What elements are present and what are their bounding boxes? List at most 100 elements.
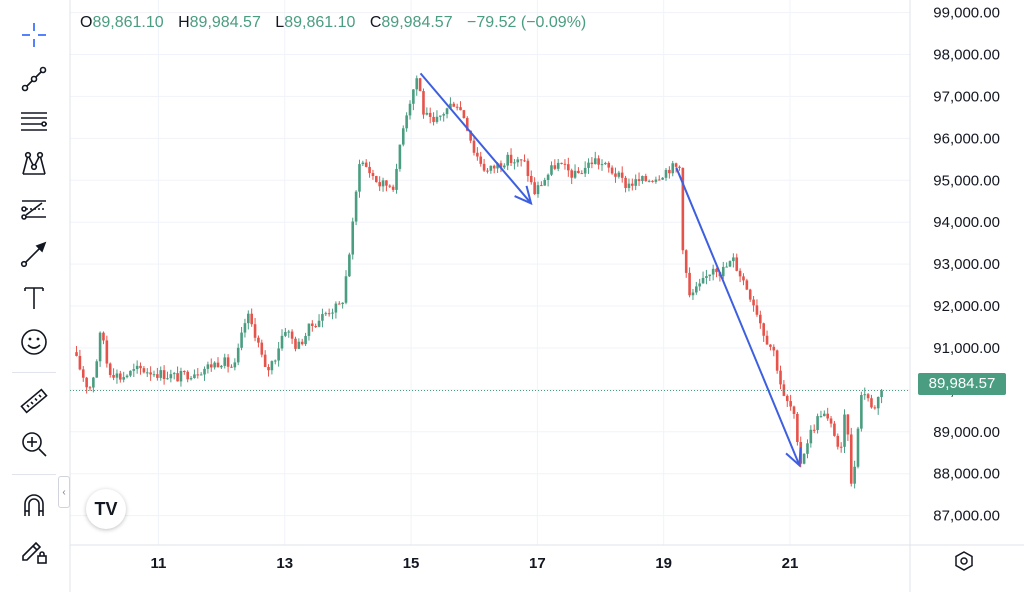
candle-body[interactable] (819, 416, 823, 418)
candle-body[interactable] (398, 144, 402, 169)
candle-body[interactable] (119, 373, 122, 380)
candle-body[interactable] (853, 466, 856, 484)
fib-icon[interactable] (14, 191, 54, 227)
candle-body[interactable] (327, 313, 331, 315)
candle-body[interactable] (715, 268, 718, 273)
candle-body[interactable] (273, 360, 277, 362)
candle-body[interactable] (880, 390, 883, 397)
candle-body[interactable] (287, 331, 291, 333)
candle-body[interactable] (725, 266, 728, 268)
settings-icon[interactable] (954, 551, 974, 571)
candle-body[interactable] (772, 346, 776, 351)
candle-body[interactable] (240, 332, 243, 348)
candle-body[interactable] (698, 283, 701, 287)
candle-body[interactable] (617, 172, 621, 177)
candle-body[interactable] (567, 164, 570, 171)
candle-body[interactable] (152, 374, 156, 376)
candle-body[interactable] (294, 338, 297, 349)
candle-body[interactable] (826, 413, 829, 419)
candle-body[interactable] (600, 164, 604, 166)
candle-body[interactable] (573, 170, 577, 178)
candle-body[interactable] (159, 370, 163, 378)
trend-arrow-line[interactable] (419, 72, 532, 204)
candle-body[interactable] (334, 303, 338, 313)
candle-body[interactable] (344, 276, 348, 303)
toolbar-collapse-button[interactable]: ‹ (58, 476, 70, 508)
candle-body[interactable] (297, 341, 301, 349)
candle-body[interactable] (435, 116, 439, 122)
candle-body[interactable] (455, 106, 459, 108)
candle-body[interactable] (701, 277, 705, 284)
candle-body[interactable] (199, 374, 203, 376)
candle-body[interactable] (597, 158, 600, 165)
candle-body[interactable] (614, 173, 617, 177)
candle-body[interactable] (519, 159, 523, 161)
candle-body[interactable] (408, 103, 412, 116)
candle-body[interactable] (125, 375, 129, 378)
candle-body[interactable] (823, 413, 826, 417)
candle-body[interactable] (88, 387, 92, 389)
candle-body[interactable] (341, 302, 344, 305)
candle-body[interactable] (115, 373, 119, 378)
candle-body[interactable] (129, 370, 132, 376)
candle-body[interactable] (860, 394, 863, 429)
candle-body[interactable] (162, 370, 166, 380)
candle-body[interactable] (472, 140, 476, 153)
candle-body[interactable] (708, 274, 712, 277)
candle-body[interactable] (553, 165, 557, 169)
candle-body[interactable] (95, 361, 99, 378)
candle-body[interactable] (691, 292, 695, 296)
candle-body[interactable] (583, 167, 587, 174)
candle-body[interactable] (415, 78, 419, 90)
candle-body[interactable] (796, 413, 799, 443)
candle-body[interactable] (523, 160, 526, 162)
horizontal-lines-icon[interactable] (14, 103, 54, 139)
candle-body[interactable] (337, 303, 341, 305)
candle-body[interactable] (462, 110, 466, 119)
candle-body[interactable] (209, 364, 213, 368)
candle-body[interactable] (688, 272, 691, 296)
candle-body[interactable] (348, 254, 351, 277)
candle-body[interactable] (368, 166, 371, 174)
candle-body[interactable] (755, 305, 759, 315)
candle-body[interactable] (179, 370, 183, 382)
candle-body[interactable] (260, 342, 264, 355)
candle-body[interactable] (257, 337, 260, 343)
candle-body[interactable] (439, 115, 442, 117)
candle-body[interactable] (395, 168, 398, 190)
candle-body[interactable] (546, 174, 550, 180)
candle-body[interactable] (105, 340, 109, 364)
candle-body[interactable] (876, 396, 880, 409)
candle-body[interactable] (631, 183, 634, 186)
candle-body[interactable] (459, 107, 462, 111)
candle-body[interactable] (183, 370, 186, 372)
candle-body[interactable] (620, 172, 624, 178)
candle-body[interactable] (132, 369, 136, 371)
trend-line-icon[interactable] (14, 61, 54, 97)
candle-body[interactable] (280, 335, 284, 349)
candle-body[interactable] (536, 185, 540, 195)
candle-body[interactable] (189, 378, 193, 380)
pattern-icon[interactable] (14, 146, 54, 182)
candle-body[interactable] (738, 270, 742, 277)
candle-body[interactable] (243, 323, 247, 333)
candle-body[interactable] (833, 423, 836, 436)
candle-body[interactable] (236, 347, 240, 363)
candle-body[interactable] (250, 313, 253, 325)
candle-body[interactable] (792, 406, 796, 414)
candle-body[interactable] (364, 162, 368, 167)
candle-body[interactable] (432, 116, 435, 122)
candle-body[interactable] (782, 384, 786, 396)
candle-body[interactable] (873, 407, 877, 409)
candle-body[interactable] (711, 268, 715, 275)
candle-body[interactable] (779, 370, 782, 385)
candle-body[interactable] (664, 169, 668, 178)
candle-body[interactable] (550, 165, 553, 175)
candle-body[interactable] (371, 173, 375, 177)
candle-body[interactable] (560, 162, 563, 164)
ruler-icon[interactable] (14, 383, 54, 419)
candle-body[interactable] (769, 344, 772, 347)
candle-body[interactable] (169, 374, 173, 379)
candle-body[interactable] (577, 170, 580, 174)
